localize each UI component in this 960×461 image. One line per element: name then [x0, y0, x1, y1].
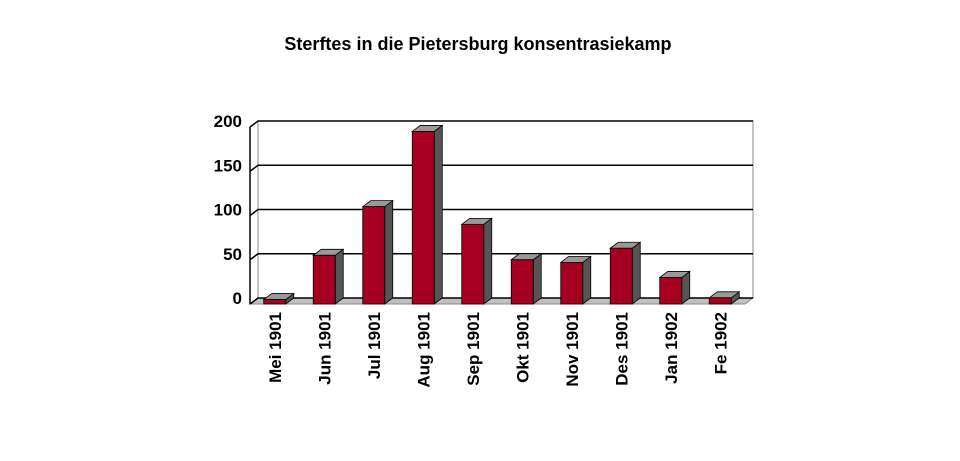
bar [609, 247, 633, 305]
grid-line [249, 208, 753, 217]
x-tick-label: Jul 1901 [365, 312, 384, 379]
x-tick-label: Mei 1901 [266, 312, 285, 383]
bar-side [433, 124, 443, 305]
x-tick-label: Jan 1902 [662, 312, 681, 384]
grid-line [249, 164, 753, 172]
x-tick-label: Des 1901 [612, 312, 631, 386]
bar [411, 131, 435, 305]
bar-side [334, 248, 344, 305]
y-tick-label: 0 [233, 289, 242, 308]
bar [708, 297, 732, 305]
y-tick-label: 150 [214, 156, 242, 175]
y-tick-label: 50 [223, 245, 242, 264]
bar [659, 277, 683, 305]
bar-side [384, 199, 394, 305]
x-tick-label: Okt 1901 [513, 312, 532, 383]
bar [312, 254, 336, 305]
bar-side [582, 255, 592, 305]
y-tick-label: 200 [214, 112, 242, 131]
y-tick-label: 100 [214, 201, 242, 220]
bar [461, 223, 485, 305]
bar [263, 299, 287, 305]
bar [362, 206, 386, 305]
grid-line [249, 120, 753, 128]
bar-side [631, 241, 641, 305]
x-tick-label: Nov 1901 [563, 312, 582, 387]
x-tick-label: Jun 1901 [315, 312, 334, 385]
bar [560, 262, 584, 305]
x-tick-label: Aug 1901 [414, 312, 433, 388]
x-tick-label: Fe 1902 [711, 312, 730, 374]
chart-title: Sterftes in die Pietersburg konsentrasie… [284, 34, 671, 54]
bar [510, 259, 534, 305]
x-tick-label: Sep 1901 [464, 312, 483, 386]
grid-line [249, 253, 753, 261]
bar-side [532, 252, 542, 305]
bar-side [483, 217, 493, 305]
